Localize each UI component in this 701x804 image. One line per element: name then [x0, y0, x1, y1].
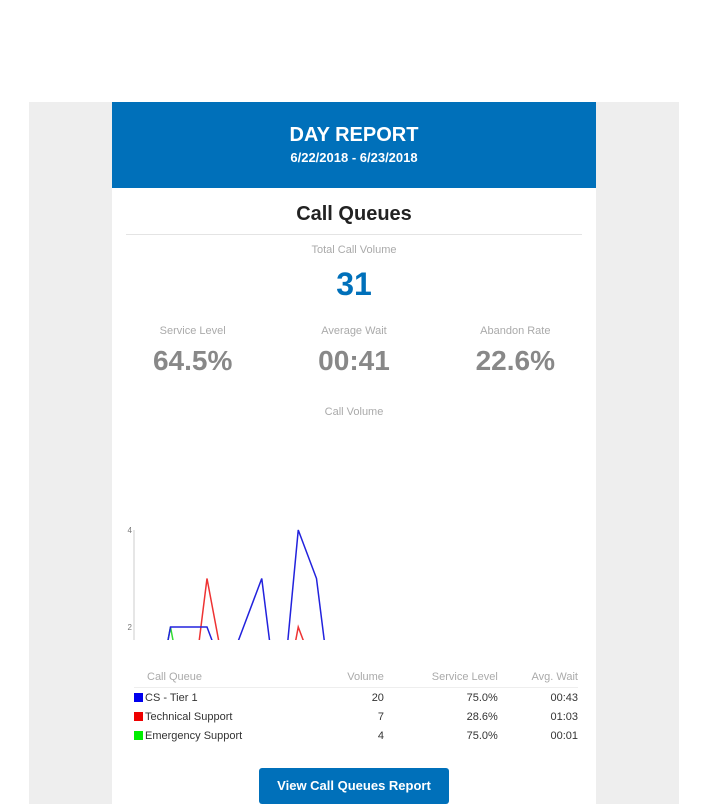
total-label: Total Call Volume: [311, 244, 397, 256]
service-level-cell: 75.0%: [466, 729, 498, 742]
report-header: DAY REPORT 6/22/2018 - 6/23/2018: [112, 102, 596, 188]
column-header: Avg. Wait: [497, 667, 578, 688]
chart-title: Call Volume: [325, 406, 384, 418]
avg-wait-cell: 00:43: [550, 691, 578, 704]
volume-cell: 20: [371, 691, 384, 704]
color-swatch: [134, 692, 143, 702]
queue-name: Technical Support: [145, 710, 233, 723]
color-swatch: [134, 711, 143, 721]
report-card: DAY REPORT 6/22/2018 - 6/23/2018 Call Qu…: [112, 102, 596, 804]
y-tick-label: 2: [128, 623, 133, 632]
stat-label: Service Level: [159, 325, 226, 337]
queue-table: Call Queue Volume Service Level Avg. Wait C…: [134, 667, 578, 745]
queue-name-cell: Emergency Support: [134, 726, 321, 745]
avg-wait-cell: 01:03: [550, 710, 578, 723]
series-line-cs-tier-1: [167, 529, 325, 640]
stat-value: 64.5%: [152, 345, 233, 376]
stat-value: 00:41: [318, 345, 390, 376]
column-header: Service Level: [383, 667, 498, 688]
service-level-cell: 75.0%: [466, 691, 498, 704]
table-row: Emergency Support 4 75.0% 00:01: [134, 726, 578, 745]
stats-row: Service Level 64.5% Average Wait 00:41 Aba…: [112, 325, 596, 377]
report-title: DAY REPORT: [289, 124, 419, 146]
stat-abandon-rate: Abandon Rate 22.6%: [435, 325, 596, 377]
column-header: Volume: [320, 667, 384, 688]
view-call-queues-report-button[interactable]: View Call Queues Report: [259, 768, 449, 804]
column-header: Call Queue: [134, 667, 321, 688]
queue-name-cell: CS - Tier 1: [134, 688, 321, 708]
queue-name-cell: Technical Support: [134, 707, 321, 726]
service-level-cell: 28.6%: [466, 710, 498, 723]
stat-value: 22.6%: [475, 345, 556, 376]
queue-name: Emergency Support: [145, 729, 243, 742]
stat-service-level: Service Level 64.5%: [112, 325, 273, 377]
color-swatch: [134, 730, 143, 740]
volume-cell: 7: [377, 710, 384, 723]
stat-label: Average Wait: [321, 325, 387, 337]
volume-cell: 4: [377, 729, 384, 742]
queue-name: CS - Tier 1: [145, 691, 198, 704]
avg-wait-cell: 00:01: [550, 729, 578, 742]
date-range: 6/22/2018 - 6/23/2018: [290, 150, 418, 165]
series-line-technical-support: [198, 578, 304, 640]
stat-label: Abandon Rate: [480, 325, 551, 337]
call-volume-chart: Call Volume 0244am7am10am1pm4pm7pm10pm1a…: [128, 406, 384, 640]
table-row: CS - Tier 1 20 75.0% 00:43: [134, 688, 578, 708]
table-row: Technical Support 7 28.6% 01:03: [134, 707, 578, 726]
total-value: 31: [336, 266, 372, 302]
y-tick-label: 4: [128, 526, 133, 535]
stat-average-wait: Average Wait 00:41: [273, 325, 434, 377]
section-title: Call Queues: [126, 203, 582, 235]
